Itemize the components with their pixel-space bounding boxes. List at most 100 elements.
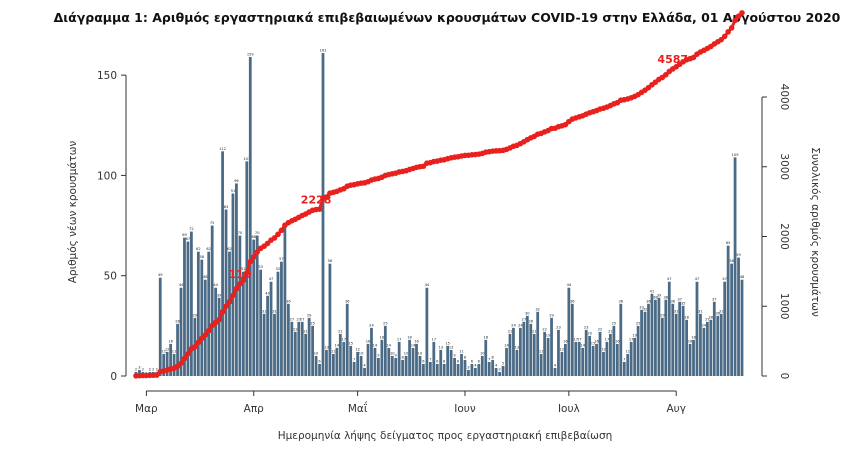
bar bbox=[435, 363, 439, 376]
bar-value-label: 6 bbox=[436, 359, 439, 363]
bar bbox=[685, 319, 688, 376]
bar-value-label: 27 bbox=[705, 317, 710, 321]
bar bbox=[712, 301, 716, 376]
bar bbox=[477, 363, 481, 376]
bar-value-label: 22 bbox=[293, 327, 298, 331]
bar-value-label: 40 bbox=[265, 291, 270, 295]
bar-value-label: 52 bbox=[241, 267, 246, 271]
bar bbox=[550, 317, 553, 376]
bar-value-label: 6 bbox=[471, 359, 474, 363]
bar bbox=[678, 301, 682, 376]
bar-value-label: 11 bbox=[172, 349, 177, 353]
bar-value-label: 28 bbox=[709, 315, 714, 319]
bar bbox=[439, 349, 443, 376]
bar-value-label: 6 bbox=[478, 359, 481, 363]
cumulative-point bbox=[192, 343, 198, 350]
bar bbox=[602, 351, 605, 376]
bar-value-label: 62 bbox=[227, 247, 232, 251]
bar bbox=[539, 353, 543, 376]
bar bbox=[484, 339, 488, 376]
bar-value-label: 44 bbox=[425, 283, 430, 287]
cumulative-point bbox=[275, 231, 281, 238]
bar-value-label: 25 bbox=[383, 321, 388, 325]
bar bbox=[591, 345, 595, 376]
bar-value-label: 18 bbox=[407, 335, 412, 339]
bar bbox=[657, 297, 661, 376]
bar bbox=[214, 287, 218, 376]
bar-value-label: 29 bbox=[660, 313, 665, 317]
bar-value-label: 19 bbox=[546, 333, 551, 337]
bar-value-label: 48 bbox=[740, 275, 745, 279]
bar bbox=[723, 281, 727, 376]
bar-value-label: 11 bbox=[539, 349, 544, 353]
x-tick-label: Ιουλ bbox=[558, 403, 580, 415]
bar-value-label: 24 bbox=[511, 323, 516, 327]
bar bbox=[716, 315, 720, 376]
bar-value-label: 11 bbox=[459, 349, 464, 353]
cumulative-annotation: 2228 bbox=[301, 194, 332, 207]
bar-value-label: 72 bbox=[189, 227, 194, 231]
bar bbox=[463, 359, 467, 376]
bar-value-label: 27 bbox=[300, 317, 305, 321]
y-left-tick-label: 100 bbox=[97, 170, 117, 182]
bar-value-label: 47 bbox=[722, 277, 727, 281]
cumulative-point bbox=[254, 249, 260, 255]
bar bbox=[449, 349, 453, 376]
bar-value-label: 49 bbox=[158, 273, 163, 277]
bar bbox=[200, 259, 204, 376]
bar bbox=[359, 355, 363, 376]
bar bbox=[553, 367, 557, 376]
bar bbox=[470, 363, 474, 376]
bar bbox=[428, 361, 432, 376]
cumulative-point bbox=[244, 269, 250, 276]
bar-value-label: 25 bbox=[636, 321, 641, 325]
cumulative-annotation: 110 bbox=[228, 268, 251, 281]
bar-value-label: 29 bbox=[549, 313, 554, 317]
bar-value-label: 14 bbox=[411, 343, 416, 347]
bar bbox=[259, 269, 263, 376]
bar-value-label: 36 bbox=[345, 299, 350, 303]
bar bbox=[487, 361, 491, 376]
bar bbox=[654, 299, 657, 376]
x-axis-label: Ημερομηνία λήψης δείγματος προς εργαστηρ… bbox=[278, 430, 613, 442]
bar bbox=[162, 353, 166, 376]
bar bbox=[352, 361, 356, 376]
bar-value-label: 20 bbox=[587, 331, 592, 335]
bar-value-label: 21 bbox=[532, 329, 537, 333]
bar bbox=[415, 343, 418, 376]
cumulative-point bbox=[721, 33, 728, 40]
bar bbox=[512, 327, 515, 376]
bar bbox=[349, 345, 353, 376]
y-right-tick-label: 1000 bbox=[778, 293, 790, 320]
cumulative-point bbox=[202, 332, 209, 338]
bar bbox=[241, 271, 245, 376]
cumulative-annotation: 4587 bbox=[657, 53, 688, 66]
bar-value-label: 31 bbox=[272, 309, 277, 313]
bar-value-label: 31 bbox=[719, 309, 724, 313]
bar-value-label: 18 bbox=[380, 335, 385, 339]
bar-value-label: 2 bbox=[135, 367, 137, 371]
bar-value-label: 59 bbox=[736, 253, 741, 257]
bar-value-label: 4 bbox=[474, 363, 477, 367]
bar-value-label: 21 bbox=[303, 329, 308, 333]
bar-value-label: 18 bbox=[691, 335, 696, 339]
bar-value-label: 36 bbox=[619, 299, 624, 303]
bar bbox=[401, 359, 405, 376]
bar bbox=[695, 281, 699, 376]
bar-value-label: 13 bbox=[324, 345, 329, 349]
y-axis-right-label: Συνολικός αριθμός κρουσμάτων bbox=[809, 147, 821, 317]
bar-value-label: 14 bbox=[580, 343, 585, 347]
bar bbox=[304, 333, 308, 376]
bar-value-label: 3 bbox=[138, 365, 140, 369]
bar-value-label: 10 bbox=[418, 351, 423, 355]
bar-value-label: 5 bbox=[502, 361, 504, 365]
bar-value-label: 31 bbox=[262, 309, 267, 313]
bar bbox=[338, 333, 342, 376]
bar-value-label: 16 bbox=[168, 339, 173, 343]
bar bbox=[207, 251, 211, 376]
bar-value-label: 37 bbox=[677, 297, 682, 301]
cumulative-point bbox=[250, 254, 257, 260]
bar-value-label: 23 bbox=[556, 325, 561, 329]
bar bbox=[740, 279, 744, 376]
bar-value-label: 15 bbox=[445, 341, 450, 345]
